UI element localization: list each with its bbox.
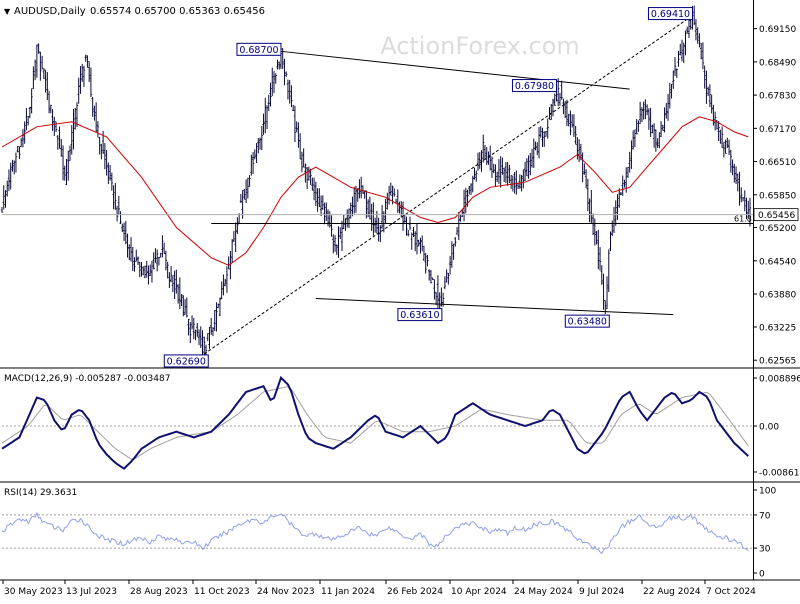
price-annotation-box — [236, 42, 282, 56]
price-annotation-label: 0.63610 — [400, 310, 439, 321]
price-annotation-box — [163, 354, 209, 368]
price-axis-label: 0.65850 — [759, 191, 796, 201]
time-axis-label: 10 Apr 2024 — [451, 587, 507, 597]
rsi-line — [1, 511, 749, 555]
time-axis-label: 11 Oct 2023 — [194, 587, 250, 597]
symbol-label: AUDUSD,Daily — [14, 6, 86, 17]
time-axis-label: 24 Nov 2023 — [257, 587, 315, 597]
price-annotation-label: 0.69410 — [651, 9, 690, 20]
price-axis-label: 0.69150 — [759, 25, 796, 35]
time-axis-label: 22 Aug 2024 — [643, 587, 701, 597]
time-axis-label: 28 Aug 2023 — [130, 587, 188, 597]
price-annotation-label: 0.63480 — [568, 317, 607, 328]
fib-level-label: 61.8 — [734, 215, 752, 224]
price-axis-label: 0.63225 — [759, 323, 796, 333]
price-axis-label: 0.66510 — [759, 158, 796, 168]
rsi-axis-label: 30 — [759, 545, 771, 555]
macd-line — [1, 375, 749, 470]
moving-average — [1, 116, 749, 266]
current-price-label: 0.65456 — [758, 211, 795, 221]
current-price-tag — [753, 208, 799, 222]
price-axis-label: 0.65200 — [759, 224, 796, 234]
rsi-axis-label: 70 — [759, 511, 771, 521]
price-axis-label: 0.67170 — [759, 125, 796, 135]
macd-title: MACD(12,26,9) -0.005287 -0.003487 — [4, 374, 170, 384]
price-axis-label: 0.64540 — [759, 257, 796, 267]
dashed-trendline — [203, 15, 693, 355]
collapse-marker[interactable]: ▼ — [4, 7, 11, 16]
moving-average-line — [1, 116, 749, 266]
trendline — [315, 298, 674, 316]
rsi-axis-label: 0 — [759, 570, 765, 580]
time-axis-label: 26 Feb 2024 — [387, 587, 443, 597]
price-axis-label: 0.63880 — [759, 291, 796, 301]
price-axis: 0.69150 0.68490 0.67830 0.67170 0.66510 0.658… — [753, 25, 799, 367]
rsi-title: RSI(14) 29.3631 — [4, 488, 77, 498]
trendlines: 61.8 — [2, 15, 753, 355]
price-bars — [0, 5, 752, 361]
macd-signal-line — [1, 386, 749, 460]
time-axis: 30 May 2023 13 Jul 2023 28 Aug 2023 11 Oct … — [2, 580, 756, 597]
time-axis-label: 7 Oct 2024 — [706, 587, 756, 597]
macd-axis-label: -0.008612 — [759, 469, 800, 479]
price-axis-label: 0.62565 — [759, 357, 796, 367]
time-axis-label: 11 Jan 2024 — [321, 587, 375, 597]
price-annotation-label: 0.62690 — [167, 356, 206, 367]
price-annotations: 0.62690 0.68700 0.67980 0.63610 0.63480 0.694… — [163, 7, 693, 368]
macd-axis-label: 0.00 — [759, 423, 779, 433]
time-axis-label: 24 May 2024 — [514, 587, 573, 597]
price-annotation-label: 0.67980 — [515, 81, 554, 92]
time-axis-label: 13 Jul 2023 — [66, 587, 117, 597]
price-annotation-box — [397, 308, 443, 322]
price-annotation-box — [647, 7, 693, 21]
macd-panel: 0.008896 0.00 -0.008612 — [1, 375, 800, 479]
price-axis-label: 0.67830 — [759, 92, 796, 102]
rsi-panel: 100 70 30 0 — [1, 487, 776, 580]
trendline — [280, 50, 630, 90]
watermark: ActionForex.com — [380, 32, 580, 60]
time-axis-label: 9 Jul 2024 — [579, 587, 624, 597]
ohlc-readout: 0.65574 0.65700 0.65363 0.65456 — [90, 6, 265, 17]
price-axis-label: 0.68490 — [759, 58, 796, 68]
price-annotation-box — [564, 314, 610, 328]
rsi-axis-label: 100 — [759, 487, 776, 497]
price-annotation-label: 0.68700 — [239, 45, 278, 56]
macd-axis-label: 0.008896 — [759, 375, 800, 385]
price-annotation-box — [511, 79, 557, 93]
panel-frames — [0, 0, 800, 581]
time-axis-label: 30 May 2023 — [4, 587, 63, 597]
